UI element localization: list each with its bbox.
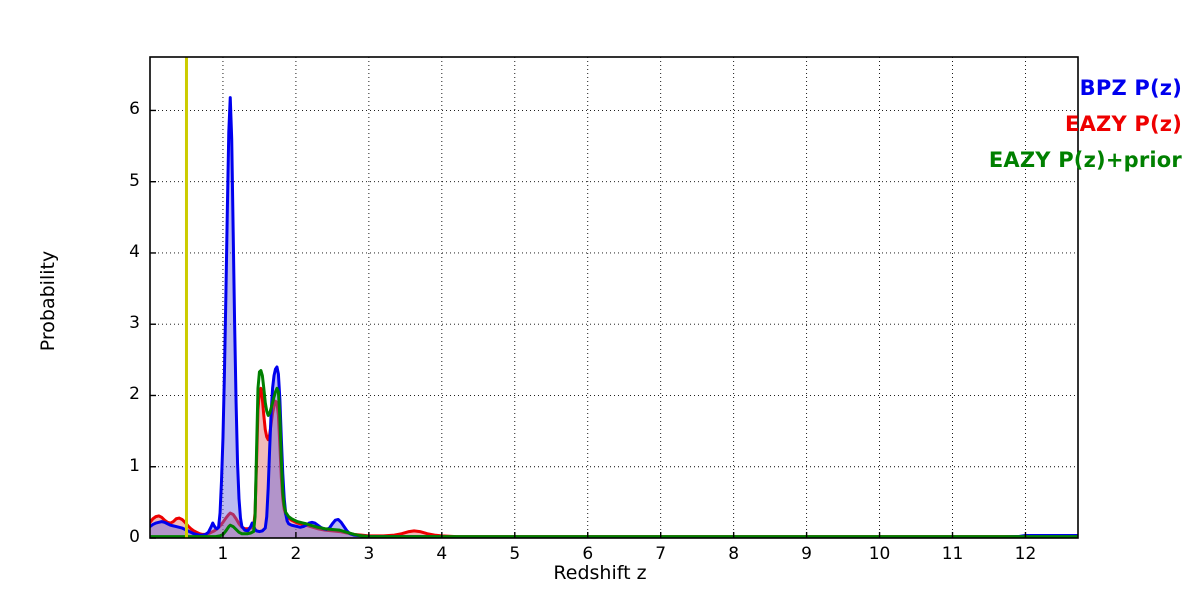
x-tick-label: 3 [363,544,375,564]
x-tick-label: 2 [290,544,302,564]
x-axis-label: Redshift z [553,562,647,584]
y-tick-label: 4 [129,241,140,262]
y-tick-label: 1 [129,455,140,476]
x-tick-label: 12 [1014,544,1037,564]
y-tick-label: 6 [129,99,140,120]
y-axis-label: Probability [37,250,59,352]
x-tick-label: 7 [655,544,667,564]
series-line [150,369,1078,538]
legend-item-eazy-prior: EAZY P(z)+prior [988,148,1182,172]
y-tick-label: 3 [129,313,140,334]
x-tick-label: 4 [436,544,448,564]
x-tick-label: 6 [582,544,594,564]
x-tick-label: 8 [728,544,740,564]
plot-background [150,57,1078,538]
series-group [150,96,1078,538]
y-tick-label: 0 [129,527,140,547]
y-tick-label: 2 [129,384,140,405]
plot-frame [149,56,1079,539]
y-tick-label: 5 [129,170,140,191]
legend-item-eazy: EAZY P(z) [1065,112,1182,136]
x-tick-label: 1 [217,544,229,564]
x-tick-label: 5 [509,544,521,564]
x-tick-label: 9 [801,544,812,564]
x-tick-label: 11 [941,544,964,564]
x-tick-label: 10 [868,544,891,564]
grid-lines [150,57,1078,538]
legend-item-bpz: BPZ P(z) [1079,76,1182,100]
